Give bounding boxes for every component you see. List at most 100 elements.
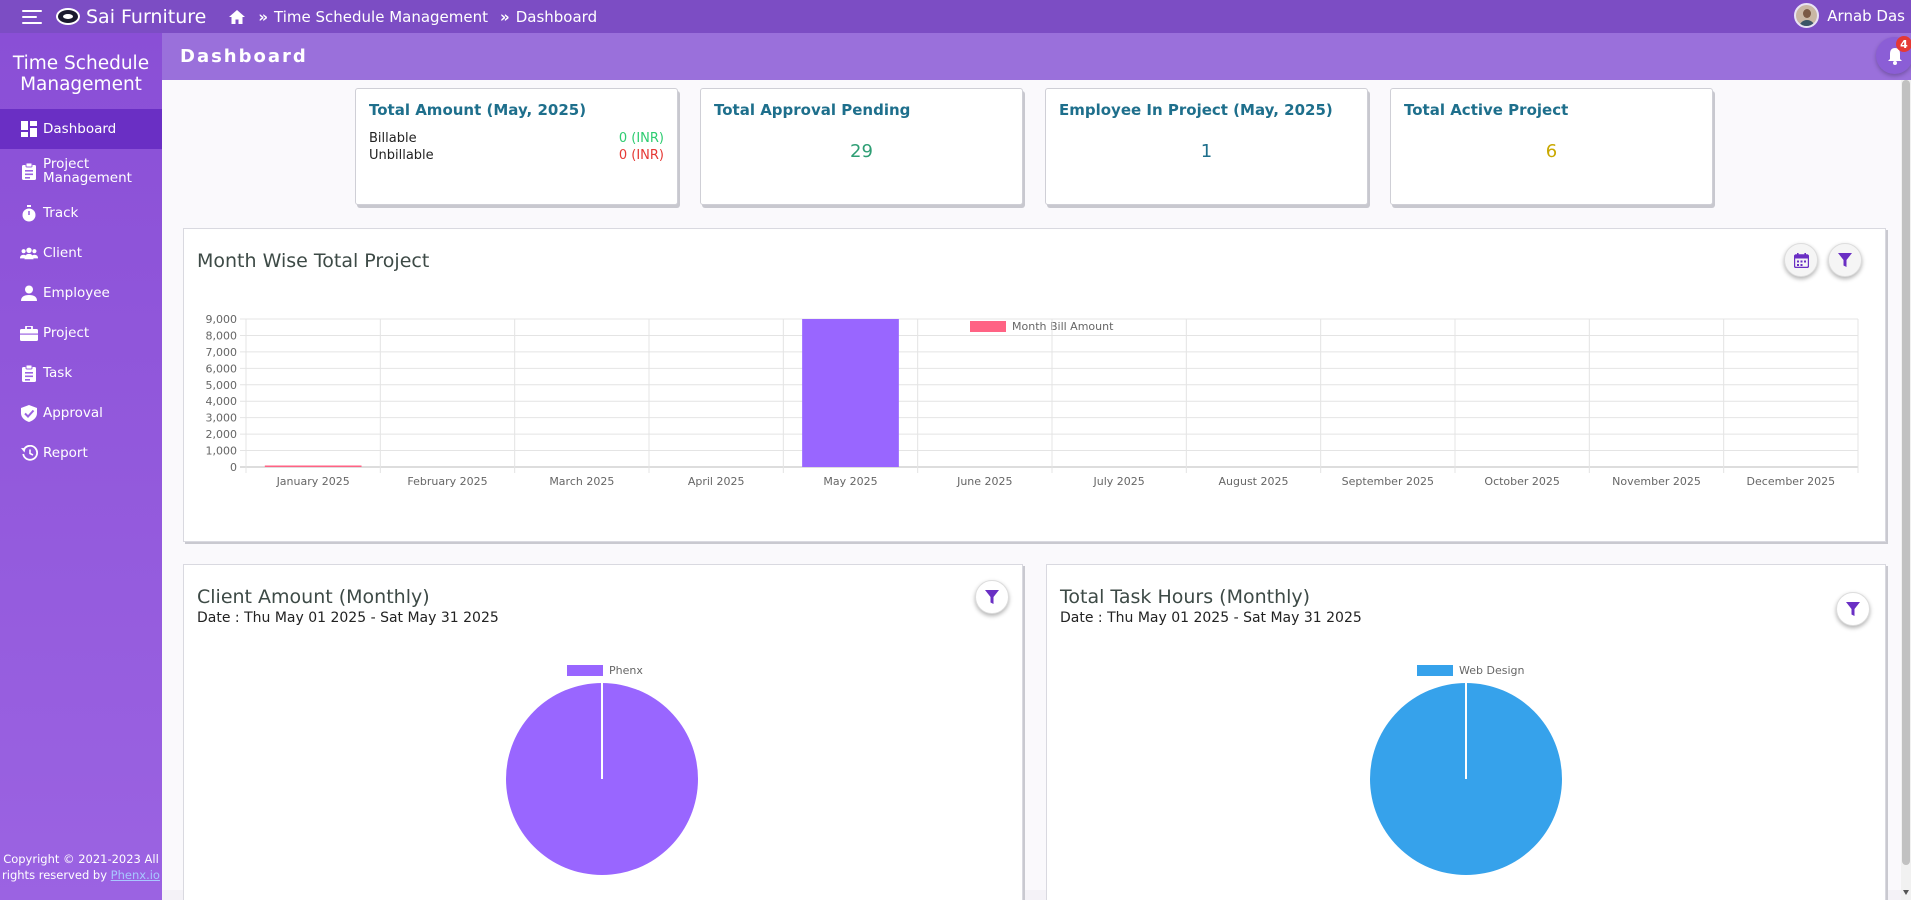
- panel-title: Total Task Hours (Monthly): [1060, 586, 1311, 608]
- sidebar-item-report[interactable]: Report: [0, 433, 162, 473]
- card-title: Total Approval Pending: [714, 101, 911, 119]
- employee-in-project-value: 1: [1200, 141, 1213, 162]
- legend-swatch: [1417, 665, 1453, 676]
- copyright-link[interactable]: Phenx.io: [110, 868, 160, 882]
- home-icon[interactable]: [228, 9, 246, 25]
- users-icon: [20, 244, 38, 262]
- sidebar-item-track[interactable]: Track: [0, 193, 162, 233]
- sidebar-item-label: Employee: [43, 285, 110, 301]
- sidebar-item-client[interactable]: Client: [0, 233, 162, 273]
- unbillable-label: Unbillable: [369, 148, 434, 163]
- employee-in-project-card: Employee In Project (May, 2025) 1: [1045, 88, 1368, 205]
- x-tick-label: April 2025: [688, 475, 745, 488]
- filter-button[interactable]: [975, 580, 1009, 614]
- month-bar-chart: 0 1,000 2,000 3,000 4,000 5,000 6,000 7,000 8,00…: [206, 313, 1859, 488]
- sidebar-item-project-management[interactable]: Project Management: [0, 149, 162, 193]
- notification-button[interactable]: 4: [1876, 36, 1911, 74]
- brand-name[interactable]: Sai Furniture: [86, 5, 207, 28]
- task-clipboard-icon: [20, 364, 38, 382]
- y-tick-label: 0: [230, 461, 237, 474]
- scroll-down-arrow[interactable]: [1903, 890, 1909, 895]
- calendar-icon: [1793, 252, 1809, 268]
- user-name[interactable]: Arnab Das: [1827, 6, 1905, 25]
- x-tick-label: November 2025: [1612, 475, 1701, 488]
- chart-bar[interactable]: [264, 465, 362, 468]
- sidebar-title: Time Schedule Management: [12, 53, 150, 95]
- y-tick-label: 6,000: [206, 362, 238, 375]
- y-tick-label: 8,000: [206, 329, 238, 342]
- sidebar-item-label: Dashboard: [43, 121, 117, 137]
- copyright-text: Copyright © 2021-2023 All rights reserve…: [0, 851, 162, 883]
- chart-legend[interactable]: Phenx: [567, 664, 643, 677]
- x-tick-label: March 2025: [549, 475, 614, 488]
- sidebar: Time Schedule Management Dashboard Proje…: [0, 33, 162, 900]
- copyright-label: Copyright © 2021-2023 All rights reserve…: [2, 852, 159, 882]
- panel-title: Client Amount (Monthly): [197, 586, 430, 608]
- scrollbar-thumb[interactable]: [1902, 80, 1910, 865]
- card-title: Employee In Project (May, 2025): [1059, 101, 1333, 119]
- sidebar-item-task[interactable]: Task: [0, 353, 162, 393]
- legend-label: Month Bill Amount: [1012, 320, 1114, 333]
- sidebar-item-label: Project: [43, 325, 90, 341]
- client-pie-chart: [506, 683, 698, 875]
- chart-legend[interactable]: Web Design: [1417, 664, 1524, 677]
- shield-check-icon: [20, 404, 38, 422]
- breadcrumb-item[interactable]: Time Schedule Management: [274, 7, 489, 26]
- person-icon: [20, 284, 38, 302]
- legend-swatch: [970, 321, 1006, 332]
- history-icon: [20, 444, 38, 462]
- user-menu[interactable]: Arnab Das: [1794, 3, 1905, 28]
- y-tick-label: 9,000: [206, 313, 238, 326]
- filter-icon: [1846, 601, 1860, 616]
- approval-pending-value: 29: [850, 141, 873, 162]
- sidebar-item-label: Task: [43, 365, 73, 381]
- menu-toggle-icon[interactable]: [22, 9, 42, 24]
- breadcrumb-separator: »: [258, 7, 269, 26]
- bell-icon: [1887, 47, 1902, 65]
- breadcrumb-separator: »: [500, 7, 510, 26]
- x-tick-label: October 2025: [1484, 475, 1560, 488]
- briefcase-icon: [20, 324, 38, 342]
- sidebar-item-label: Track: [43, 205, 79, 221]
- chart-bar[interactable]: [802, 319, 899, 467]
- sidebar-item-dashboard[interactable]: Dashboard: [0, 109, 162, 149]
- filter-icon: [1838, 252, 1852, 267]
- unbillable-value: 0 (INR): [618, 148, 664, 163]
- x-tick-label: September 2025: [1342, 475, 1434, 488]
- sidebar-item-employee[interactable]: Employee: [0, 273, 162, 313]
- calendar-button[interactable]: [1784, 243, 1818, 277]
- page-title: Dashboard: [180, 46, 308, 67]
- task-pie-chart: [1370, 683, 1562, 875]
- stopwatch-icon: [20, 204, 38, 222]
- notification-badge: 4: [1896, 36, 1911, 52]
- card-title: Total Amount (May, 2025): [369, 101, 587, 119]
- legend-label: Phenx: [609, 664, 643, 677]
- date-range: Date : Thu May 01 2025 - Sat May 31 2025: [197, 610, 499, 626]
- page-header: Dashboard 4: [162, 33, 1911, 80]
- total-amount-card: Total Amount (May, 2025) Billable 0 (INR…: [355, 88, 678, 205]
- month-chart-panel: Month Wise Total Project Month Bill Amou…: [183, 228, 1886, 542]
- sidebar-item-label: Client: [43, 245, 83, 261]
- filter-button[interactable]: [1836, 592, 1870, 626]
- billable-row: Billable 0 (INR): [369, 131, 664, 146]
- breadcrumb-item[interactable]: Dashboard: [515, 7, 598, 26]
- x-tick-label: February 2025: [407, 475, 487, 488]
- filter-icon: [985, 589, 999, 604]
- sidebar-item-approval[interactable]: Approval: [0, 393, 162, 433]
- sidebar-item-project[interactable]: Project: [0, 313, 162, 353]
- active-project-value: 6: [1545, 141, 1558, 162]
- x-tick-label: August 2025: [1219, 475, 1289, 488]
- avatar[interactable]: [1794, 3, 1820, 28]
- y-tick-label: 5,000: [206, 379, 238, 392]
- top-navbar: Sai Furniture » Time Schedule Management…: [0, 0, 1911, 33]
- main-content: Total Amount (May, 2025) Billable 0 (INR…: [162, 80, 1911, 900]
- sidebar-nav: Dashboard Project Management Track Clien…: [0, 109, 162, 473]
- x-tick-label: June 2025: [956, 475, 1012, 488]
- filter-button[interactable]: [1828, 243, 1862, 277]
- y-tick-label: 7,000: [206, 346, 238, 359]
- page-scrollbar[interactable]: [1901, 80, 1911, 900]
- active-project-card: Total Active Project 6: [1390, 88, 1713, 205]
- chart-legend[interactable]: Month Bill Amount: [970, 320, 1113, 333]
- billable-label: Billable: [369, 131, 417, 146]
- brand-logo: [56, 8, 80, 25]
